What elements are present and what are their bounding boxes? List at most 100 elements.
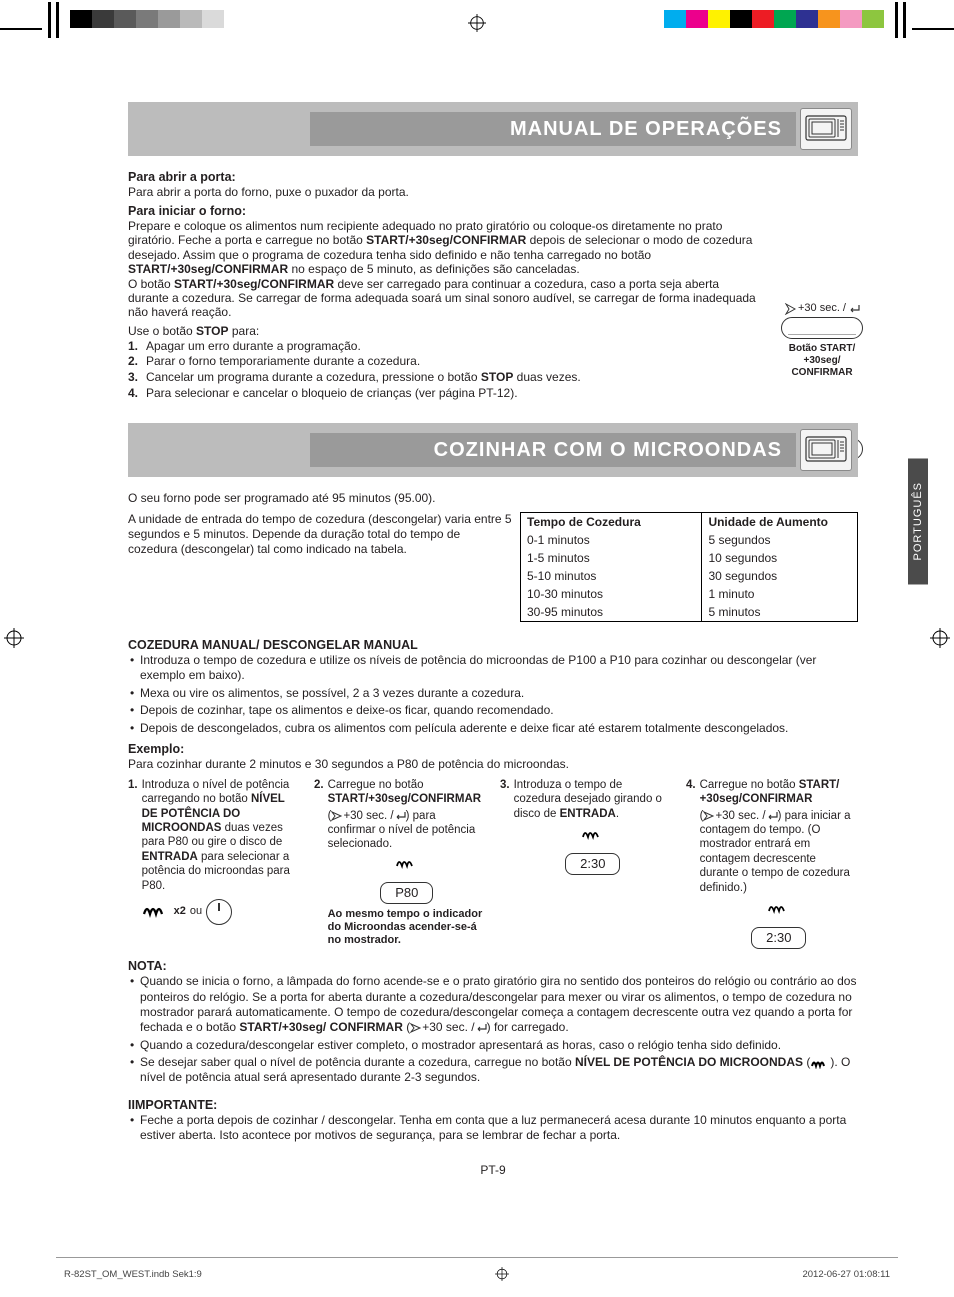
manual-item: Depois de descongelados, cubra os alimen…: [128, 721, 858, 736]
registration-mark-icon: [468, 14, 486, 32]
footer-timestamp: 2012-06-27 01:08:11: [802, 1269, 890, 1280]
start-oven-para2: O botão START/+30seg/CONFIRMAR deve ser …: [128, 277, 758, 320]
microwave-icon: [800, 108, 852, 150]
swatch-row-right: [664, 10, 884, 28]
reg-line-right: [912, 28, 954, 30]
manual-list: Introduza o tempo de cozedura e utilize …: [128, 653, 858, 736]
section-banner-cooking: COZINHAR COM O MICROONDAS: [128, 423, 858, 477]
table-cell: 5 minutos: [702, 603, 857, 621]
important-heading: IIMPORTANTE:: [128, 1098, 858, 1112]
color-swatch: [114, 10, 136, 28]
example-steps: 1. Introduza o nível de potência carrega…: [128, 778, 858, 949]
color-swatch: [202, 10, 224, 28]
table-row: 30-95 minutos5 minutos: [521, 603, 857, 621]
example-heading: Exemplo:: [128, 742, 858, 756]
nota-item: Quando se inicia o forno, a lâmpada do f…: [128, 974, 858, 1035]
knob-icon: [206, 899, 232, 925]
manual-item: Depois de cozinhar, tape os alimentos e …: [128, 703, 858, 718]
stop-item: Cancelar um programa durante a cozedura,…: [146, 370, 581, 384]
nota-list: Quando se inicia o forno, a lâmpada do f…: [128, 974, 858, 1086]
manual-item: Mexa ou vire os alimentos, se possível, …: [128, 686, 858, 701]
color-swatch: [774, 10, 796, 28]
color-swatch: [818, 10, 840, 28]
language-tab: PORTUGUÊS: [908, 458, 928, 584]
important-list: Feche a porta depois de cozinhar / desco…: [128, 1113, 858, 1144]
color-swatch: [70, 10, 92, 28]
reg-tick: [903, 2, 906, 38]
cook-intro-1: O seu forno pode ser programado até 95 m…: [128, 491, 858, 506]
stop-item: Para selecionar e cancelar o bloqueio de…: [146, 386, 518, 400]
stop-list: 1.Apagar um erro durante a programação. …: [128, 339, 758, 401]
color-swatch: [796, 10, 818, 28]
banner-title: COZINHAR COM O MICROONDAS: [434, 439, 782, 462]
table-cell: 5-10 minutos: [521, 567, 702, 585]
registration-mark-icon: [930, 628, 950, 648]
color-swatch: [180, 10, 202, 28]
table-header: Tempo de Cozedura: [521, 513, 702, 531]
example-text: Para cozinhar durante 2 minutos e 30 seg…: [128, 757, 858, 772]
manual-item: Introduza o tempo de cozedura e utilize …: [128, 653, 858, 684]
wave-icon: [142, 900, 170, 924]
table-cell: 10 segundos: [702, 549, 857, 567]
color-swatch: [158, 10, 180, 28]
table-cell: 10-30 minutos: [521, 585, 702, 603]
stop-item: Parar o forno temporariamente durante a …: [146, 354, 420, 368]
reg-line-left: [0, 28, 42, 30]
microwave-icon: [800, 429, 852, 471]
table-row: 5-10 minutos30 segundos: [521, 567, 857, 585]
table-cell: 30-95 minutos: [521, 603, 702, 621]
print-footer: R-82ST_OM_WEST.indb Sek1:9 2012-06-27 01…: [0, 1267, 954, 1281]
wave-icon: [328, 856, 486, 876]
color-swatch: [862, 10, 884, 28]
table-row: 0-1 minutos5 segundos: [521, 531, 857, 549]
color-swatch: [224, 10, 246, 28]
start-button-label: Botão START/ +30seg/ CONFIRMAR: [772, 343, 872, 379]
display-value: P80: [380, 882, 433, 904]
cooking-time-table: Tempo de Cozedura Unidade de Aumento 0-1…: [520, 512, 858, 622]
footer-file: R-82ST_OM_WEST.indb Sek1:9: [64, 1269, 202, 1280]
step-2: 2. Carregue no botão START/+30seg/CONFIR…: [314, 778, 486, 949]
or-label: ou: [190, 905, 202, 919]
important-item: Feche a porta depois de cozinhar / desco…: [128, 1113, 858, 1144]
table-row: 1-5 minutos10 segundos: [521, 549, 857, 567]
table-cell: 5 segundos: [702, 531, 857, 549]
nota-heading: NOTA:: [128, 959, 858, 973]
open-door-text: Para abrir a porta do forno, puxe o puxa…: [128, 185, 758, 200]
section-banner-operations: MANUAL DE OPERAÇÕES: [128, 102, 858, 156]
x2-label: x2: [174, 905, 186, 919]
color-swatch: [686, 10, 708, 28]
reg-tick: [48, 2, 51, 38]
indicator-note: Ao mesmo tempo o indicador do Microondas…: [328, 908, 486, 948]
color-swatch: [730, 10, 752, 28]
table-cell: 1 minuto: [702, 585, 857, 603]
display-value: 2:30: [751, 927, 806, 949]
open-door-heading: Para abrir a porta:: [128, 170, 758, 184]
manual-heading: COZEDURA MANUAL/ DESCONGELAR MANUAL: [128, 638, 858, 652]
display-value: 2:30: [565, 853, 620, 875]
step-1: 1. Introduza o nível de potência carrega…: [128, 778, 300, 949]
color-swatch: [840, 10, 862, 28]
reg-tick: [56, 2, 59, 38]
start-oven-heading: Para iniciar o forno:: [128, 204, 758, 218]
reg-tick: [895, 2, 898, 38]
start-symbol-text: +30 sec. /: [798, 302, 846, 315]
table-cell: 30 segundos: [702, 567, 857, 585]
step-4: 4. Carregue no botão START/ +30seg/CONFI…: [686, 778, 858, 949]
nota-item: Quando a cozedura/descongelar estiver co…: [128, 1038, 858, 1053]
color-swatch: [92, 10, 114, 28]
stop-item: Apagar um erro durante a programação.: [146, 339, 361, 353]
start-button-illustration: +30 sec. / Botão START/ +30seg/ CONFIRMA…: [772, 302, 872, 379]
color-swatch: [664, 10, 686, 28]
table-row: 10-30 minutos1 minuto: [521, 585, 857, 603]
use-stop-line: Use o botão STOP para:: [128, 324, 758, 339]
wave-icon: [514, 827, 672, 847]
registration-bar: [0, 6, 954, 34]
table-cell: 0-1 minutos: [521, 531, 702, 549]
nota-item: Se desejar saber qual o nível de potênci…: [128, 1055, 858, 1086]
color-swatch: [752, 10, 774, 28]
wave-icon: [700, 901, 858, 921]
registration-mark-icon: [4, 628, 24, 648]
step-3: 3. Introduza o tempo de cozedura desejad…: [500, 778, 672, 949]
start-oven-para1: Prepare e coloque os alimentos num recip…: [128, 219, 758, 277]
wave-icon: [810, 1055, 830, 1069]
